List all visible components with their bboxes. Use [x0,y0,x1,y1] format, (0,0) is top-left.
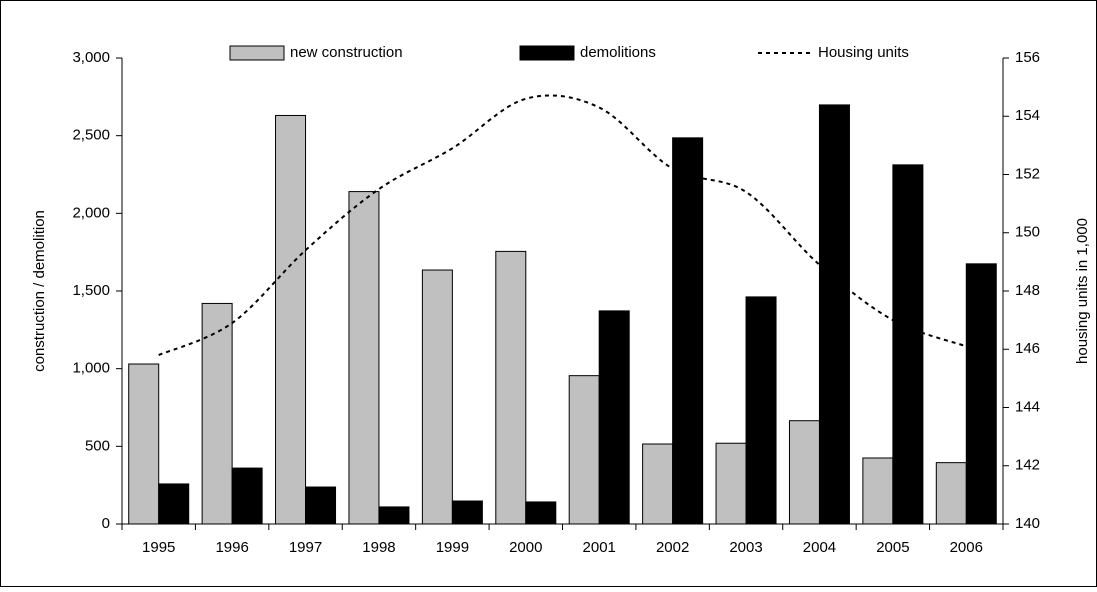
bar [568,375,600,525]
bar [788,420,820,525]
bar [275,114,307,525]
y-tick-label: 0 [102,515,110,532]
bar [305,486,337,525]
bar [862,457,894,525]
y2-tick-label: 150 [1015,224,1040,241]
y-axis-label: construction / demolition [31,210,48,372]
x-tick-label: 2001 [583,539,616,556]
x-tick-label: 2002 [656,539,689,556]
bar [715,442,747,525]
bar [672,137,704,525]
bar [642,443,674,525]
legend-label: new construction [290,44,403,61]
bar [818,104,850,525]
x-tick-label: 2003 [729,539,762,556]
x-tick-label: 1996 [215,539,248,556]
y-tick-label: 2,000 [72,204,110,221]
bar [451,500,483,525]
bar [128,363,160,525]
bar [598,310,630,525]
y2-tick-label: 140 [1015,515,1040,532]
x-tick-label: 2005 [876,539,909,556]
bar [231,467,263,525]
bar [495,250,527,525]
x-tick-label: 2000 [509,539,542,556]
bar [378,506,410,525]
y2-tick-label: 152 [1015,165,1040,182]
bar [348,191,380,525]
bar [201,302,233,525]
legend-swatch [229,45,285,61]
bar [892,164,924,525]
bar [935,462,967,525]
x-tick-label: 2004 [803,539,836,556]
bar [745,296,777,525]
x-tick-label: 1995 [142,539,175,556]
x-tick-label: 2006 [950,539,983,556]
y-tick-label: 500 [85,437,110,454]
x-tick-label: 1999 [436,539,469,556]
bar [421,269,453,525]
y2-tick-label: 142 [1015,457,1040,474]
y-tick-label: 1,500 [72,282,110,299]
bar [158,483,190,525]
legend-label: demolitions [580,44,656,61]
y2-axis-label: housing units in 1,000 [1074,218,1091,364]
y2-tick-label: 154 [1015,107,1040,124]
legend-label: Housing units [818,44,909,61]
y-tick-label: 3,000 [72,49,110,66]
y2-tick-label: 148 [1015,282,1040,299]
x-tick-label: 1998 [362,539,395,556]
y2-tick-label: 144 [1015,398,1040,415]
y-tick-label: 1,000 [72,360,110,377]
bar [965,263,997,525]
y2-tick-label: 156 [1015,49,1040,66]
legend-swatch [519,45,575,61]
y-tick-label: 2,500 [72,127,110,144]
x-tick-label: 1997 [289,539,322,556]
y2-tick-label: 146 [1015,340,1040,357]
bar [525,501,557,525]
